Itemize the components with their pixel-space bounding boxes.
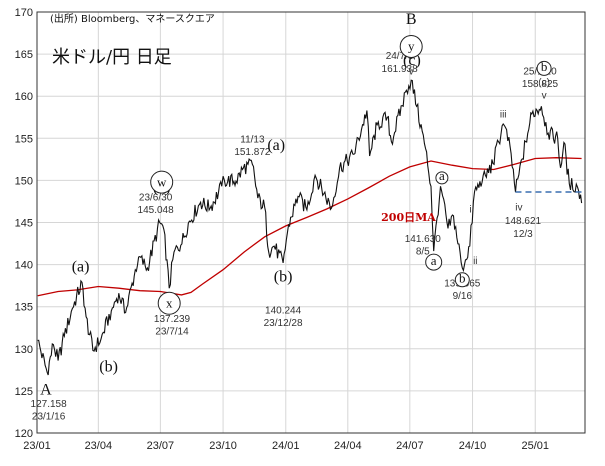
annotation-label: (a) — [267, 137, 285, 154]
annotation-label: 161.938 — [382, 64, 419, 75]
annotation-label: B — [406, 11, 417, 28]
circled-label-text: b — [459, 270, 466, 285]
annotation-label: (b) — [99, 359, 118, 376]
circled-label-text: b — [541, 59, 548, 74]
annotation-label: 140.244 — [265, 305, 302, 316]
x-tick-label: 24/04 — [334, 440, 362, 452]
annotation-label: i — [469, 204, 471, 215]
circled-label-text: x — [166, 296, 173, 311]
label-circle — [435, 171, 449, 185]
circled-wave-label: x — [157, 291, 181, 315]
y-tick-label: 125 — [15, 386, 33, 398]
y-tick-label: 145 — [15, 218, 33, 230]
annotation-label: iv — [515, 203, 522, 214]
x-tick-label: 23/07 — [147, 440, 175, 452]
annotation-label: 158.825 — [522, 79, 559, 90]
series-layer — [37, 79, 585, 376]
annotation-label: 9/16 — [453, 291, 473, 302]
annotation-label: v — [409, 66, 414, 77]
x-tick-label: 25/01 — [521, 440, 549, 452]
annotation-label: (a) — [72, 258, 90, 275]
series-200dma-line — [37, 157, 582, 297]
annotation-label: (c) — [538, 77, 550, 88]
label-circle — [425, 253, 443, 271]
annotation-label: 145.048 — [138, 205, 175, 216]
plot-frame — [36, 11, 586, 434]
y-tick-label: 135 — [15, 302, 33, 314]
circled-label-text: w — [157, 174, 167, 189]
circled-label-text: a — [431, 253, 437, 268]
annotation-label: 141.630 — [405, 234, 442, 245]
annotation-label: 23/7/14 — [155, 327, 189, 338]
circled-wave-label: y — [399, 35, 423, 58]
annotation-label: 8/5 — [416, 247, 430, 258]
annotation-label: 12/3 — [513, 229, 533, 240]
circled-wave-label: b — [454, 270, 470, 288]
annotation-label: 23/6/30 — [139, 193, 173, 204]
label-circle — [454, 272, 470, 288]
annotation-label: 151.872 — [234, 147, 271, 158]
x-tick-label: 23/01 — [23, 440, 51, 452]
series-usdjpy-line — [37, 79, 583, 376]
x-tick-label: 24/10 — [459, 440, 487, 452]
annotation-label: 127.158 — [31, 399, 68, 410]
y-tick-label: 120 — [15, 428, 33, 440]
y-axis: 120 125 130 135 140 145 150 155 160 165 170 — [15, 7, 33, 440]
annotation-label: 148.621 — [505, 216, 542, 227]
y-tick-label: 155 — [15, 133, 33, 145]
annotation-label: A — [40, 381, 52, 398]
label-circle — [157, 291, 181, 315]
y-tick-label: 160 — [15, 91, 33, 103]
annotation-label: v — [542, 91, 547, 102]
label-circle — [399, 35, 423, 58]
y-tick-label: 150 — [15, 175, 33, 187]
circled-label-text: y — [408, 39, 415, 54]
y-tick-label: 165 — [15, 49, 33, 61]
circled-label-text: a — [439, 168, 445, 183]
x-tick-label: 24/01 — [272, 440, 300, 452]
annotation-label: iii — [500, 109, 507, 120]
annotation-label: ii — [473, 256, 477, 267]
annotation-label: (b) — [274, 268, 293, 285]
x-tick-label: 24/07 — [396, 440, 424, 452]
annotation-label: 23/1/16 — [32, 412, 66, 423]
source-note: (出所) Bloomberg、マネースクエア — [50, 12, 215, 25]
circled-wave-label: a — [425, 253, 443, 271]
annotation-label: 23/12/28 — [264, 318, 303, 329]
x-axis: 23/01 23/04 23/07 23/10 24/01 24/04 24/07 24/10… — [23, 440, 549, 452]
annotation-label: 11/13 — [240, 135, 265, 146]
circled-wave-label: b — [536, 59, 552, 76]
y-tick-label: 130 — [15, 344, 33, 356]
circled-wave-label: w — [150, 170, 174, 194]
y-tick-label: 170 — [15, 7, 33, 19]
annotation-label: 24/7/3 — [386, 51, 414, 62]
x-tick-label: 23/10 — [209, 440, 237, 452]
label-circle — [150, 170, 174, 194]
label-circle — [536, 60, 552, 76]
y-tick-label: 140 — [15, 260, 33, 272]
annotation-label: 200日MA — [381, 211, 436, 224]
x-tick-label: 23/04 — [85, 440, 113, 452]
chart-title: 米ドル/円 日足 — [52, 47, 172, 68]
circled-wave-label: a — [435, 168, 449, 185]
annotation-label: 137.239 — [154, 314, 191, 325]
